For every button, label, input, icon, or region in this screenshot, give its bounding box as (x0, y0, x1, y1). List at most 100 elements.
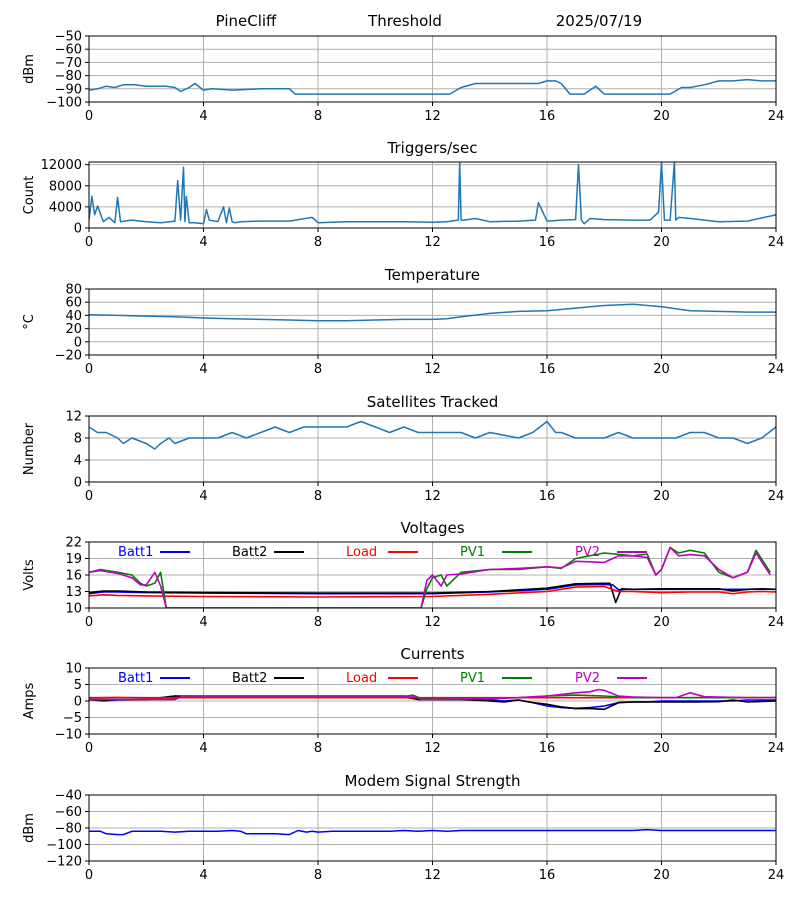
y-tick-label: −10 (55, 728, 82, 743)
x-tick-label: 0 (85, 362, 93, 377)
x-tick-label: 8 (314, 741, 322, 756)
x-tick-label: 20 (653, 362, 670, 377)
y-axis-label: Amps (22, 682, 37, 719)
x-tick-label: 4 (199, 362, 207, 377)
x-tick-label: 0 (85, 235, 93, 250)
y-tick-label: 22 (65, 536, 82, 551)
x-tick-label: 12 (424, 868, 441, 883)
y-tick-label: 12000 (41, 158, 82, 173)
panel-title: Modem Signal Strength (345, 772, 521, 790)
panel-4: 0 4 8 12 16 20 24 0 4 8 12 Satellites Tracked Number (22, 393, 784, 504)
y-axis-label: dBm (22, 54, 37, 84)
y-axis-label: °C (22, 314, 37, 330)
y-tick-label: −5 (63, 711, 82, 726)
legend-label: Batt1 (118, 671, 153, 686)
panel-title: Triggers/sec (387, 139, 478, 157)
x-tick-label: 24 (768, 868, 785, 883)
x-tick-label: 20 (653, 109, 670, 124)
x-tick-label: 8 (314, 235, 322, 250)
y-tick-label: −120 (46, 855, 82, 870)
series-line-pv2 (89, 688, 776, 701)
x-tick-label: 20 (653, 235, 670, 250)
y-tick-label: −40 (55, 789, 82, 804)
y-tick-label: 40 (65, 309, 82, 324)
x-tick-label: 4 (199, 109, 207, 124)
panel-2: 0 4 8 12 16 20 24 0 4000 8000 12000 Triggers/sec Cou… (22, 139, 784, 250)
y-axis-label: Count (22, 176, 37, 215)
series-line-batt2 (89, 582, 776, 604)
y-axis-label: Volts (22, 559, 37, 591)
report-date: 2025/07/19 (556, 12, 642, 30)
y-tick-label: −100 (46, 838, 82, 853)
y-tick-label: −60 (55, 805, 82, 820)
x-tick-label: 16 (539, 109, 556, 124)
y-tick-label: −50 (55, 30, 82, 45)
y-tick-label: 19 (65, 552, 82, 567)
y-tick-label: −60 (55, 43, 82, 58)
x-tick-label: 8 (314, 615, 322, 630)
y-tick-label: −100 (46, 96, 82, 111)
x-tick-label: 24 (768, 362, 785, 377)
legend-label: PV1 (460, 545, 485, 560)
legend-label: Batt1 (118, 545, 153, 560)
y-tick-label: 12 (65, 410, 82, 425)
legend-label: PV1 (460, 671, 485, 686)
x-tick-label: 4 (199, 868, 207, 883)
y-axis-label: Number (22, 422, 37, 475)
y-tick-label: −90 (55, 82, 82, 97)
x-tick-label: 24 (768, 741, 785, 756)
x-tick-label: 16 (539, 362, 556, 377)
y-tick-label: −20 (55, 349, 82, 364)
panel-1: 0 4 8 12 16 20 24 −100−90−80−70−60−50 dBm (22, 30, 784, 125)
x-tick-label: 4 (199, 489, 207, 504)
x-tick-label: 16 (539, 489, 556, 504)
y-tick-label: 13 (65, 585, 82, 600)
y-tick-label: 80 (65, 283, 82, 298)
y-tick-label: 8000 (49, 179, 82, 194)
y-tick-label: 8 (74, 432, 82, 447)
series-line (89, 162, 776, 225)
x-tick-label: 8 (314, 109, 322, 124)
y-tick-label: 4000 (49, 200, 82, 215)
x-tick-label: 16 (539, 235, 556, 250)
y-tick-label: 10 (65, 662, 82, 677)
y-tick-label: 0 (74, 695, 82, 710)
x-tick-label: 8 (314, 489, 322, 504)
y-tick-label: 0 (74, 222, 82, 237)
x-tick-label: 8 (314, 868, 322, 883)
series-line (89, 78, 776, 95)
x-tick-label: 16 (539, 615, 556, 630)
x-tick-label: 12 (424, 489, 441, 504)
y-tick-label: −70 (55, 56, 82, 71)
x-tick-label: 4 (199, 615, 207, 630)
y-tick-label: 20 (65, 322, 82, 337)
y-tick-label: 5 (74, 678, 82, 693)
y-tick-label: 0 (74, 476, 82, 491)
x-tick-label: 12 (424, 109, 441, 124)
y-tick-label: 16 (65, 569, 82, 584)
legend-label: Batt2 (232, 545, 267, 560)
x-tick-label: 4 (199, 235, 207, 250)
legend-label: Batt2 (232, 671, 267, 686)
x-tick-label: 16 (539, 868, 556, 883)
series-line (89, 303, 776, 322)
y-tick-label: −80 (55, 69, 82, 84)
y-tick-label: 60 (65, 296, 82, 311)
x-tick-label: 24 (768, 489, 785, 504)
series-line-pv2 (89, 546, 771, 608)
series-line (89, 828, 776, 836)
panel-6: 0 4 8 12 16 20 24 −10 −50 510 Currents Amps Batt1 Bat… (22, 645, 784, 756)
x-tick-label: 8 (314, 362, 322, 377)
x-tick-label: 0 (85, 615, 93, 630)
y-tick-label: −80 (55, 822, 82, 837)
legend-label: PV2 (575, 545, 600, 560)
x-tick-label: 0 (85, 489, 93, 504)
panel-title: Temperature (384, 266, 480, 284)
legend-label: PV2 (575, 671, 600, 686)
panel-title: Currents (400, 645, 464, 663)
